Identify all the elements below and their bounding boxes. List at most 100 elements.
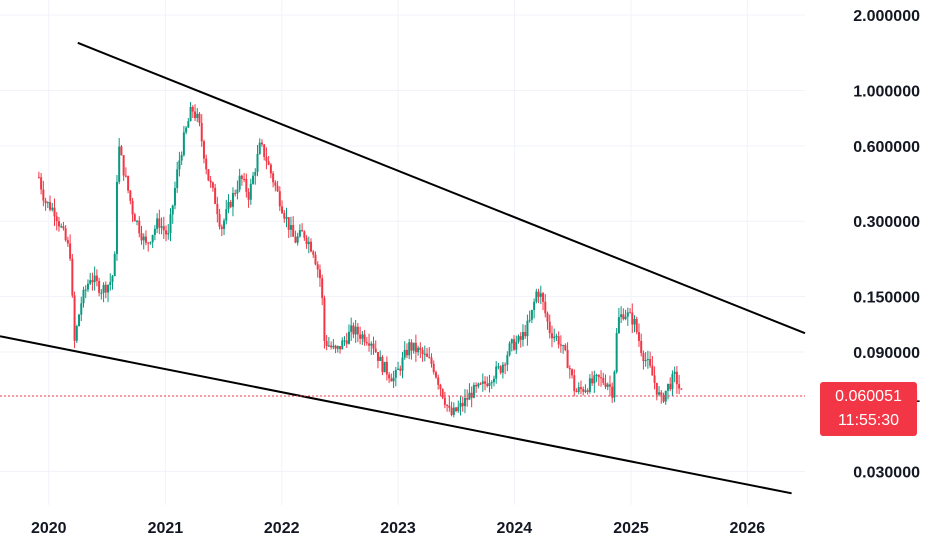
y-tick-label: 1.000000	[853, 83, 920, 100]
x-tick-label: 2021	[148, 520, 184, 537]
candle-body	[434, 372, 437, 378]
candle-body	[227, 201, 230, 210]
candle-body	[591, 378, 594, 384]
candle-body	[220, 226, 223, 229]
candle-body	[281, 206, 284, 214]
candle-body	[562, 345, 565, 347]
candle-body	[428, 356, 431, 358]
candle-body	[109, 281, 112, 286]
candle-body	[256, 153, 259, 172]
y-tick-label: 2.000000	[853, 8, 920, 25]
y-tick-label: 0.600000	[853, 139, 920, 156]
candle-body	[481, 381, 484, 384]
y-axis: 2.000000 1.000000 0.600000 0.300000 0.150000…	[853, 8, 920, 481]
candle-body	[330, 345, 333, 348]
candle-body	[426, 353, 429, 357]
candle-body	[115, 181, 118, 254]
candle-body	[593, 375, 596, 384]
candle-body	[156, 218, 159, 229]
candle-body	[579, 387, 582, 389]
candle-body	[124, 175, 127, 177]
candle-body	[588, 378, 591, 392]
candle-body	[370, 343, 373, 346]
candle-body	[624, 316, 627, 320]
candle-body	[272, 173, 275, 183]
candle-body	[629, 312, 632, 314]
candle-body	[537, 291, 540, 297]
candle-body	[368, 343, 371, 346]
candle-body	[245, 178, 248, 193]
y-tick-label: 0.090000	[853, 345, 920, 362]
candle-body	[526, 320, 529, 337]
candle-body	[312, 251, 315, 255]
candlestick-series	[37, 101, 683, 418]
candle-body	[484, 381, 487, 384]
candle-body	[662, 394, 665, 402]
candle-body	[359, 334, 362, 339]
candle-body	[653, 375, 656, 383]
candle-body	[207, 169, 210, 181]
candle-body	[37, 177, 40, 179]
candle-body	[51, 207, 54, 210]
candle-body	[336, 346, 339, 349]
candle-body	[495, 366, 498, 379]
candle-body	[173, 187, 176, 206]
candle-body	[608, 384, 611, 387]
candle-body	[617, 317, 620, 334]
candle-body	[75, 326, 78, 341]
candle-body	[506, 355, 509, 365]
candle-body	[521, 332, 524, 340]
x-axis: 2020 2021 2022 2023 2024 2025 2026	[31, 520, 765, 537]
candle-body	[57, 221, 60, 227]
candle-body	[637, 332, 640, 341]
candle-body	[202, 141, 205, 159]
candle-body	[84, 289, 87, 291]
candle-body	[165, 230, 168, 235]
candle-body	[153, 228, 156, 235]
candle-body	[225, 209, 228, 221]
candle-body	[649, 359, 652, 366]
candle-body	[542, 293, 545, 302]
candle-body	[265, 156, 268, 162]
candle-body	[488, 382, 491, 386]
candle-body	[486, 383, 489, 386]
candle-body	[189, 106, 192, 122]
candle-body	[122, 155, 125, 176]
candle-body	[325, 341, 328, 346]
candle-body	[660, 392, 663, 395]
candle-body	[238, 175, 241, 190]
candle-body	[350, 325, 353, 332]
candle-body	[490, 382, 493, 384]
candle-body	[267, 161, 270, 165]
candle-body	[249, 183, 252, 200]
candle-body	[95, 275, 98, 281]
candle-body	[176, 169, 179, 188]
candle-body	[292, 225, 295, 237]
candle-body	[211, 182, 214, 188]
candle-body	[263, 144, 266, 157]
candle-body	[577, 387, 580, 392]
candle-body	[162, 226, 165, 231]
candle-body	[515, 341, 518, 350]
candle-body	[513, 339, 516, 350]
candle-body	[524, 332, 527, 337]
candle-body	[53, 207, 56, 217]
candle-body	[107, 285, 110, 293]
candle-body	[381, 356, 384, 373]
candle-body	[405, 349, 408, 356]
candle-body	[231, 193, 234, 207]
candle-body	[530, 309, 533, 320]
candle-body	[448, 405, 451, 408]
candle-body	[533, 301, 536, 310]
candle-body	[234, 193, 237, 195]
candle-body	[461, 402, 464, 407]
candle-body	[334, 345, 337, 349]
candle-body	[321, 278, 324, 298]
candle-body	[49, 202, 52, 210]
candle-body	[597, 374, 600, 378]
candle-body	[423, 353, 426, 355]
candle-body	[519, 336, 522, 340]
candle-body	[260, 142, 263, 145]
candle-body	[285, 217, 288, 219]
